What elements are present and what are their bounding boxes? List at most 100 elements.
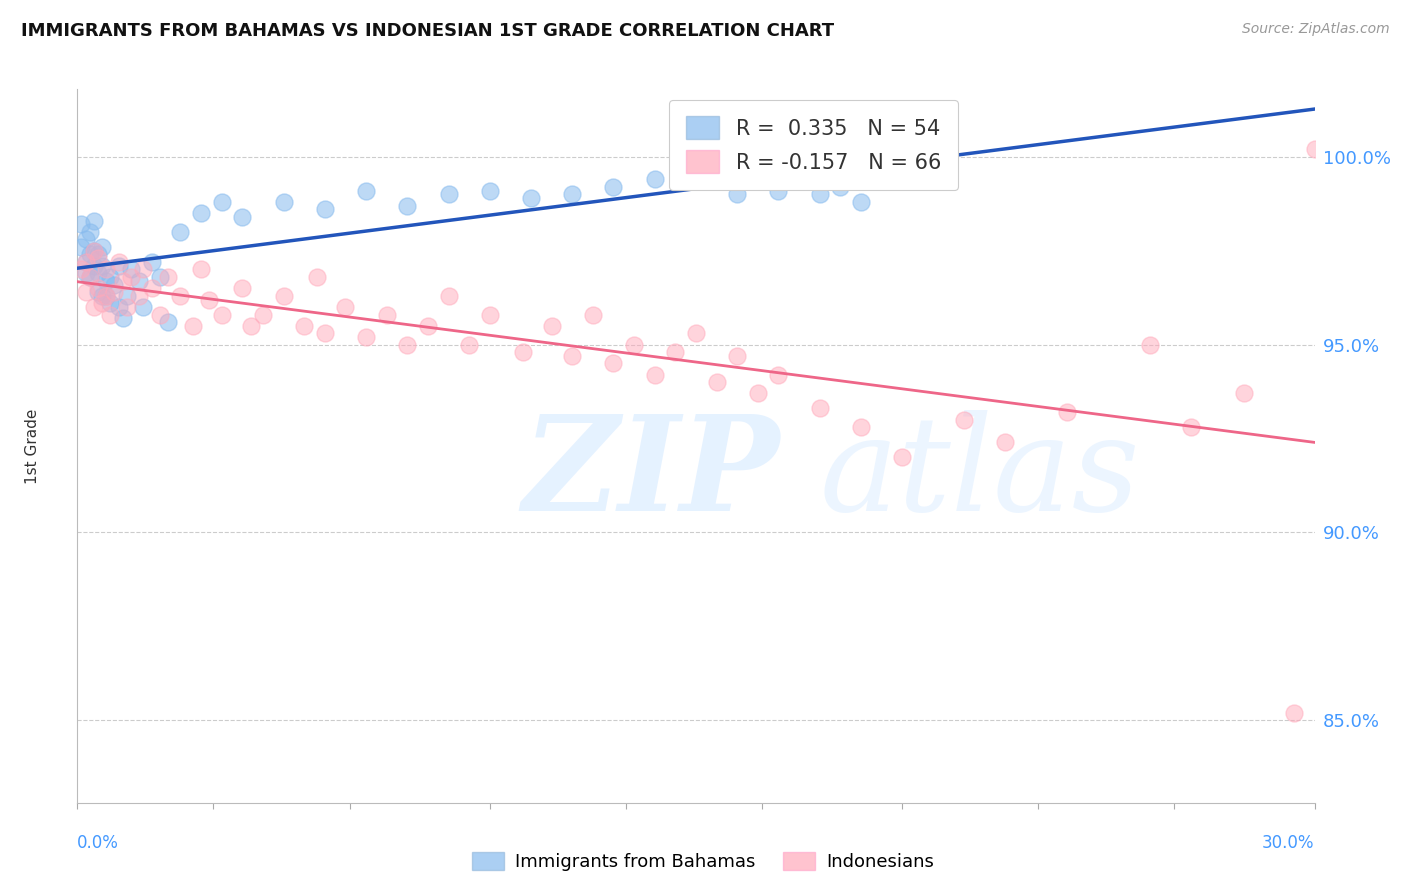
Point <box>169 289 191 303</box>
Point <box>70 262 93 277</box>
Point <box>540 318 562 333</box>
Point <box>91 240 114 254</box>
Point <box>335 300 357 314</box>
Point <box>79 270 101 285</box>
Point <box>87 247 110 261</box>
Point <box>561 187 583 202</box>
Point <box>602 179 624 194</box>
Point <box>891 161 914 175</box>
Text: Source: ZipAtlas.com: Source: ZipAtlas.com <box>1241 22 1389 37</box>
Point <box>83 259 105 273</box>
Point <box>91 296 114 310</box>
Point <box>354 184 377 198</box>
Point <box>396 199 419 213</box>
Point <box>273 289 295 303</box>
Point <box>768 368 790 382</box>
Point <box>149 308 172 322</box>
Point <box>96 262 118 277</box>
Point <box>808 401 831 416</box>
Point <box>437 289 460 303</box>
Point <box>83 213 105 227</box>
Text: ZIP: ZIP <box>523 410 780 539</box>
Point <box>305 270 328 285</box>
Point <box>273 194 295 209</box>
Point <box>198 293 221 307</box>
Point <box>685 326 707 341</box>
Point <box>128 289 150 303</box>
Point <box>75 255 97 269</box>
Point <box>808 187 831 202</box>
Point <box>87 251 110 265</box>
Point <box>96 274 118 288</box>
Point <box>98 270 121 285</box>
Point <box>157 270 180 285</box>
Point <box>231 281 253 295</box>
Point <box>685 161 707 175</box>
Point <box>91 259 114 273</box>
Point <box>141 281 163 295</box>
Point <box>354 330 377 344</box>
Point <box>478 184 501 198</box>
Point <box>211 194 233 209</box>
Point <box>98 296 121 310</box>
Y-axis label: 1st Grade: 1st Grade <box>25 409 41 483</box>
Point <box>1180 420 1202 434</box>
Point <box>870 172 893 186</box>
Point <box>458 337 481 351</box>
Point <box>953 413 976 427</box>
Point <box>623 337 645 351</box>
Point <box>75 285 97 299</box>
Point <box>128 274 150 288</box>
Point <box>891 450 914 465</box>
Text: 30.0%: 30.0% <box>1263 834 1315 852</box>
Point <box>96 289 118 303</box>
Point <box>132 300 155 314</box>
Point <box>478 308 501 322</box>
Text: atlas: atlas <box>820 410 1140 539</box>
Point <box>87 285 110 299</box>
Point <box>292 318 315 333</box>
Point <box>83 300 105 314</box>
Point <box>70 240 93 254</box>
Point <box>75 266 97 280</box>
Point <box>706 375 728 389</box>
Point <box>169 225 191 239</box>
Point <box>141 255 163 269</box>
Point <box>120 270 142 285</box>
Point <box>75 232 97 246</box>
Point <box>107 300 129 314</box>
Point <box>231 210 253 224</box>
Point <box>1233 386 1256 401</box>
Point <box>103 285 125 299</box>
Point <box>725 349 748 363</box>
Point <box>520 191 543 205</box>
Point <box>157 315 180 329</box>
Point <box>830 179 852 194</box>
Point <box>87 281 110 295</box>
Point <box>190 206 212 220</box>
Point <box>190 262 212 277</box>
Point <box>107 255 129 269</box>
Point <box>211 308 233 322</box>
Point <box>107 259 129 273</box>
Point <box>1056 405 1078 419</box>
Point <box>314 202 336 217</box>
Point <box>849 420 872 434</box>
Text: IMMIGRANTS FROM BAHAMAS VS INDONESIAN 1ST GRADE CORRELATION CHART: IMMIGRANTS FROM BAHAMAS VS INDONESIAN 1S… <box>21 22 834 40</box>
Point <box>132 262 155 277</box>
Point <box>79 225 101 239</box>
Point <box>437 187 460 202</box>
Point <box>87 266 110 280</box>
Point <box>111 311 134 326</box>
Point <box>768 184 790 198</box>
Point <box>725 187 748 202</box>
Point <box>994 435 1017 450</box>
Point <box>512 345 534 359</box>
Text: 0.0%: 0.0% <box>77 834 120 852</box>
Point <box>79 247 101 261</box>
Point <box>582 308 605 322</box>
Point <box>602 356 624 370</box>
Point <box>115 289 138 303</box>
Point <box>79 270 101 285</box>
Point <box>103 277 125 292</box>
